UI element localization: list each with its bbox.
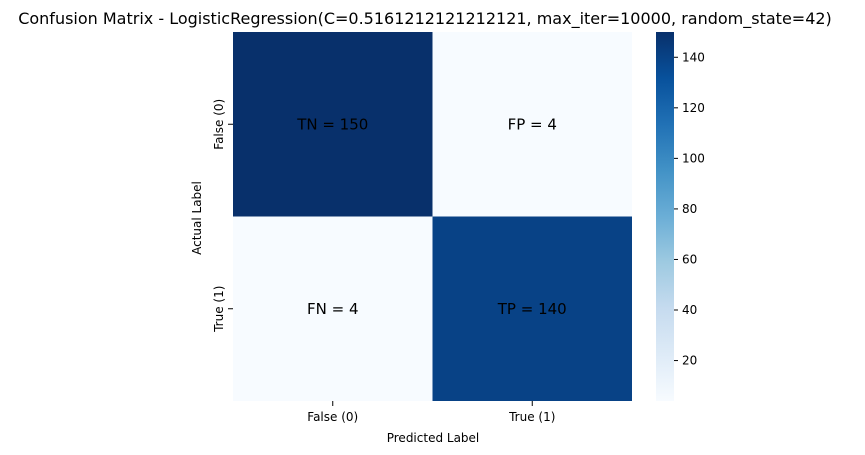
colorbar: [656, 32, 674, 401]
chart-title: Confusion Matrix - LogisticRegression(C=…: [18, 9, 832, 29]
cell-label-r0-c0: TN = 150: [296, 115, 368, 133]
x-tick-label-0: False (0): [307, 410, 358, 424]
y-tick-label-1: True (1): [212, 286, 226, 333]
colorbar-tick-label-0: 20: [682, 354, 697, 368]
cell-label-r0-c1: FP = 4: [508, 115, 557, 133]
heatmap-cells: [233, 32, 632, 401]
heatmap-cell-r1-c0: [233, 216, 433, 401]
x-axis-ticks: False (0) True (1): [307, 401, 555, 424]
heatmap-cell-r0-c1: [432, 32, 632, 217]
colorbar-ticks: 20 40 60 80 100 120 140: [674, 50, 705, 368]
x-axis-label: Predicted Label: [387, 431, 480, 445]
heatmap-cell-r0-c0: [233, 32, 433, 217]
colorbar-tick-label-3: 80: [682, 202, 697, 216]
x-tick-label-1: True (1): [508, 410, 555, 424]
cell-label-r1-c1: TP = 140: [497, 300, 567, 318]
heatmap-cell-labels: TN = 150 FP = 4 FN = 4 TP = 140: [296, 115, 567, 318]
heatmap-cell-r1-c1: [432, 216, 632, 401]
cell-label-r1-c0: FN = 4: [307, 300, 359, 318]
colorbar-tick-label-1: 40: [682, 303, 697, 317]
colorbar-tick-label-5: 120: [682, 101, 705, 115]
y-axis-label: Actual Label: [190, 181, 204, 255]
colorbar-tick-label-6: 140: [682, 50, 705, 64]
colorbar-tick-label-4: 100: [682, 151, 705, 165]
colorbar-tick-label-2: 60: [682, 252, 697, 266]
y-axis-ticks: False (0) True (1): [212, 99, 233, 333]
y-tick-label-0: False (0): [212, 99, 226, 150]
